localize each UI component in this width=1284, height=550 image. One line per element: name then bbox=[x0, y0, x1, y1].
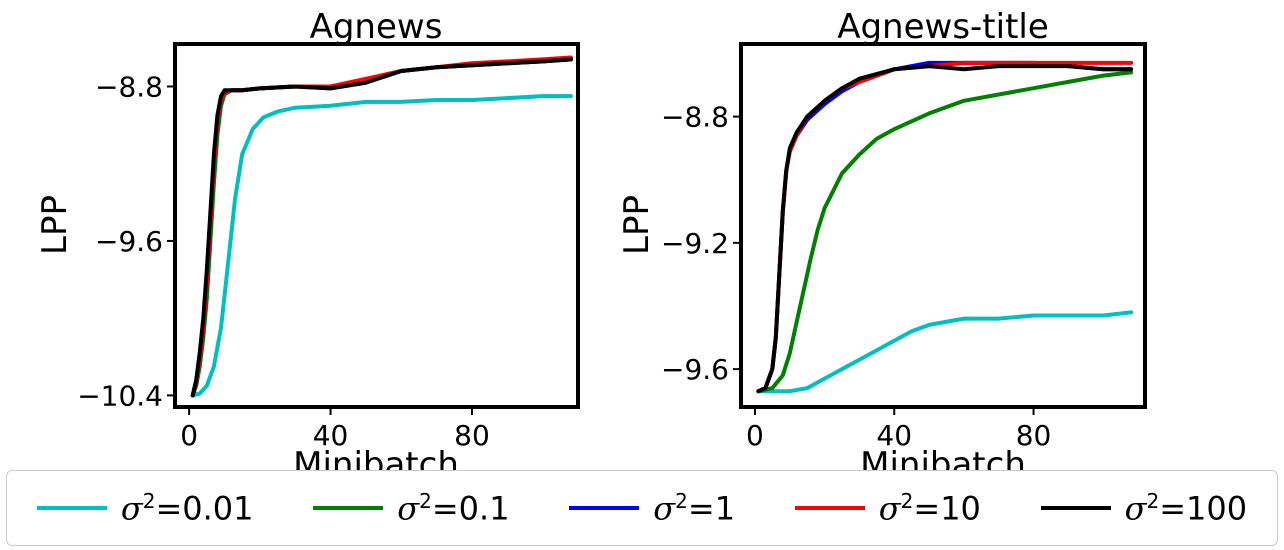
chart-title: Agnews-title bbox=[837, 7, 1049, 47]
plot-frame bbox=[739, 42, 1147, 409]
y-tick-label: −9.2 bbox=[661, 227, 729, 260]
panel-agnews-title: Agnews-title LPP Minibatch 0 40 80 −8.8 −9.2… bbox=[617, 7, 1147, 470]
legend-label: σ2=0.01 bbox=[120, 488, 254, 528]
x-tick-label: 80 bbox=[454, 419, 490, 452]
chart-title: Agnews bbox=[310, 7, 443, 47]
y-tick-label: −9.6 bbox=[95, 225, 163, 258]
plot-area: 0 40 80 −8.8 −9.2 −9.6 bbox=[661, 42, 1147, 452]
plot-area: 0 40 80 −8.8 −9.6 −10.4 bbox=[77, 42, 580, 452]
legend-label: σ2=10 bbox=[878, 488, 981, 528]
figure: Agnews LPP Minibatch 0 40 80−8.8−9.6−10.4 … bbox=[35, 7, 1147, 470]
series-line bbox=[756, 310, 1134, 394]
legend-swatch bbox=[1040, 506, 1111, 510]
y-tick-label: −9.6 bbox=[661, 353, 729, 386]
legend-item: σ2=100 bbox=[1040, 488, 1248, 528]
legend-label: σ2=100 bbox=[1124, 488, 1248, 528]
legend-label: σ2=1 bbox=[653, 488, 736, 528]
legend-item: σ2=10 bbox=[794, 488, 981, 528]
series-line bbox=[190, 55, 573, 398]
series-line bbox=[190, 57, 573, 398]
legend-swatch bbox=[36, 506, 107, 510]
legend-item: σ2=1 bbox=[569, 488, 736, 528]
legend-item: σ2=0.01 bbox=[36, 488, 254, 528]
y-tick-label: −8.8 bbox=[95, 70, 163, 103]
legend: σ2=0.01 σ2=0.1 σ2=1 σ2=10 σ2=100 bbox=[6, 470, 1278, 546]
y-axis-label: LPP bbox=[35, 195, 75, 255]
panel-agnews: Agnews LPP Minibatch 0 40 80 −8.8 −9.6 −10.4 bbox=[35, 7, 580, 470]
series-line bbox=[190, 57, 573, 398]
series-line bbox=[756, 70, 1134, 394]
series-line bbox=[190, 94, 573, 398]
x-axis-label: Minibatch bbox=[860, 445, 1026, 470]
legend-swatch bbox=[569, 506, 640, 510]
legend-swatch bbox=[313, 506, 384, 510]
x-tick-label: 40 bbox=[876, 419, 912, 452]
plot-frame bbox=[173, 42, 580, 409]
series-line bbox=[756, 64, 1134, 394]
legend-swatch bbox=[794, 506, 865, 510]
series-line bbox=[190, 57, 573, 398]
x-tick-label: 80 bbox=[1016, 419, 1052, 452]
y-tick-label: −8.8 bbox=[661, 101, 729, 134]
legend-item: σ2=0.1 bbox=[313, 488, 510, 528]
y-tick-label: −10.4 bbox=[77, 379, 163, 412]
x-tick-label: 0 bbox=[746, 419, 764, 452]
x-tick-label: 0 bbox=[180, 419, 198, 452]
x-axis-label: Minibatch bbox=[293, 445, 459, 470]
legend-label: σ2=0.1 bbox=[397, 488, 510, 528]
x-tick-label: 40 bbox=[313, 419, 349, 452]
y-axis-label: LPP bbox=[617, 195, 657, 255]
